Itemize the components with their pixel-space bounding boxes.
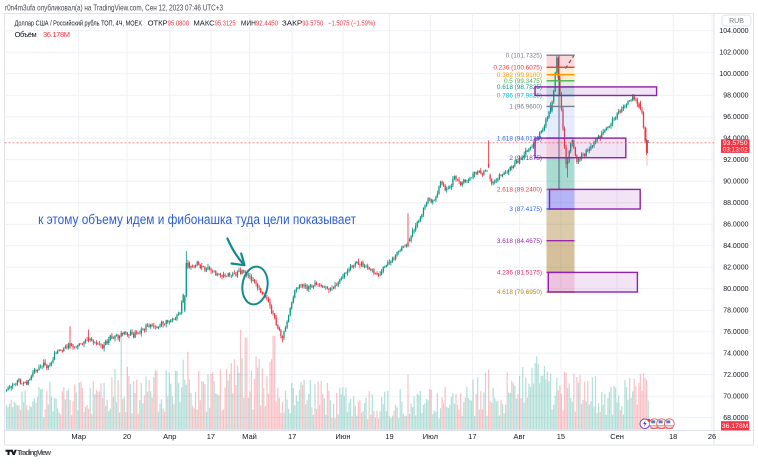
svg-text:76.0000: 76.0000 (723, 329, 748, 336)
svg-text:Июн: Июн (335, 432, 350, 441)
svg-text:36.178М: 36.178М (43, 30, 70, 39)
svg-text:Май: Май (242, 432, 257, 441)
svg-text:МИН: МИН (241, 19, 256, 28)
svg-text:95.0800: 95.0800 (168, 19, 189, 28)
svg-text:0 (101.7325): 0 (101.7325) (506, 52, 542, 59)
svg-text:03:13:02: 03:13:02 (723, 147, 748, 154)
svg-text:0.382 (99.9100): 0.382 (99.9100) (497, 72, 542, 79)
svg-text:86.0000: 86.0000 (723, 222, 748, 229)
svg-text:3 (87.4175): 3 (87.4175) (509, 206, 542, 213)
svg-text:92.0000: 92.0000 (723, 157, 748, 164)
svg-text:100.0000: 100.0000 (719, 71, 748, 78)
svg-text:20: 20 (123, 432, 131, 441)
svg-text:96.0000: 96.0000 (723, 114, 748, 121)
svg-text:102.0000: 102.0000 (719, 50, 748, 57)
svg-text:Авг: Авг (514, 432, 526, 441)
svg-text:88.0000: 88.0000 (723, 200, 748, 207)
svg-text:ЗАКР: ЗАКР (282, 19, 302, 28)
svg-text:72.0000: 72.0000 (723, 372, 748, 379)
svg-text:95.3125: 95.3125 (215, 19, 236, 28)
svg-text:0.618 (98.7825): 0.618 (98.7825) (497, 84, 542, 91)
svg-text:2.618 (89.2400): 2.618 (89.2400) (497, 187, 542, 194)
svg-text:74.0000: 74.0000 (723, 351, 748, 358)
svg-text:82.0000: 82.0000 (723, 265, 748, 272)
svg-text:r0n4m3ufa опубликовал(а) на Tr: r0n4m3ufa опубликовал(а) на TradingView.… (5, 4, 223, 13)
svg-text:17: 17 (207, 432, 215, 441)
svg-text:Июл: Июл (423, 432, 438, 441)
svg-text:Объём: Объём (15, 30, 37, 39)
svg-text:15: 15 (557, 432, 565, 441)
svg-text:84.0000: 84.0000 (723, 243, 748, 250)
svg-text:78.0000: 78.0000 (723, 308, 748, 315)
svg-text:93.5750: 93.5750 (723, 140, 748, 147)
svg-text:Мар: Мар (71, 432, 86, 441)
svg-text:36.178M: 36.178M (722, 423, 749, 430)
svg-text:0.236 (100.6075): 0.236 (100.6075) (493, 65, 542, 72)
svg-text:RUB: RUB (729, 18, 744, 25)
svg-text:92.4450: 92.4450 (256, 19, 278, 28)
svg-text:3.618 (84.4675): 3.618 (84.4675) (497, 238, 542, 245)
svg-text:80.0000: 80.0000 (723, 286, 748, 293)
svg-text:к этому объему идем и фибонашк: к этому объему идем и фибонашка туда цел… (38, 212, 356, 227)
svg-text:98.0000: 98.0000 (723, 93, 748, 100)
svg-text:TradingView: TradingView (17, 448, 51, 457)
svg-text:1 (96.9600): 1 (96.9600) (509, 104, 542, 111)
svg-text:26: 26 (708, 432, 716, 441)
svg-text:17: 17 (288, 432, 296, 441)
svg-text:Сен: Сен (610, 432, 624, 441)
svg-text:1.618 (94.0125): 1.618 (94.0125) (497, 135, 542, 142)
svg-text:94.0000: 94.0000 (723, 136, 748, 143)
svg-text:17: 17 (468, 432, 476, 441)
svg-text:Апр: Апр (163, 432, 176, 441)
svg-text:Доллар США / Российский рубль: Доллар США / Российский рубль ТОП, 4Ч, M… (15, 19, 142, 28)
svg-text:2 (92.1875): 2 (92.1875) (509, 155, 542, 162)
svg-text:4.236 (81.5175): 4.236 (81.5175) (497, 270, 542, 277)
svg-text:90.0000: 90.0000 (723, 179, 748, 186)
svg-text:19: 19 (385, 432, 393, 441)
svg-text:МАКС: МАКС (194, 19, 216, 28)
svg-text:104.0000: 104.0000 (719, 28, 748, 35)
svg-text:−1.5075 (−1.59%): −1.5075 (−1.59%) (328, 19, 375, 28)
svg-text:0.5 (99.3475): 0.5 (99.3475) (504, 78, 542, 85)
svg-text:93.5750: 93.5750 (302, 19, 323, 28)
svg-text:70.0000: 70.0000 (723, 394, 748, 401)
svg-text:18: 18 (669, 432, 677, 441)
svg-text:ОТКР: ОТКР (148, 19, 168, 28)
svg-text:68.0000: 68.0000 (723, 415, 748, 422)
svg-text:0.786 (97.9825): 0.786 (97.9825) (497, 93, 542, 100)
svg-text:4.618 (79.6950): 4.618 (79.6950) (497, 289, 542, 296)
